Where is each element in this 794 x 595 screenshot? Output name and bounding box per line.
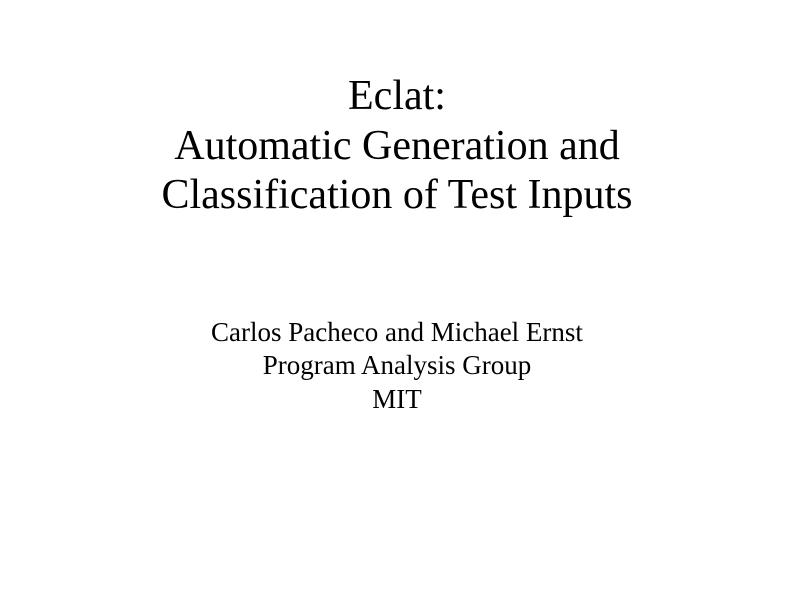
author-block: Carlos Pacheco and Michael Ernst Program… bbox=[211, 316, 583, 417]
affiliation-group: Program Analysis Group bbox=[211, 349, 583, 383]
authors-line: Carlos Pacheco and Michael Ernst bbox=[211, 316, 583, 350]
slide-container: Eclat: Automatic Generation and Classifi… bbox=[0, 0, 794, 595]
title-line-3: Classification of Test Inputs bbox=[161, 171, 632, 221]
affiliation-institution: MIT bbox=[211, 383, 583, 417]
title-line-1: Eclat: bbox=[161, 72, 632, 122]
title-line-2: Automatic Generation and bbox=[161, 122, 632, 172]
title-block: Eclat: Automatic Generation and Classifi… bbox=[161, 72, 632, 221]
